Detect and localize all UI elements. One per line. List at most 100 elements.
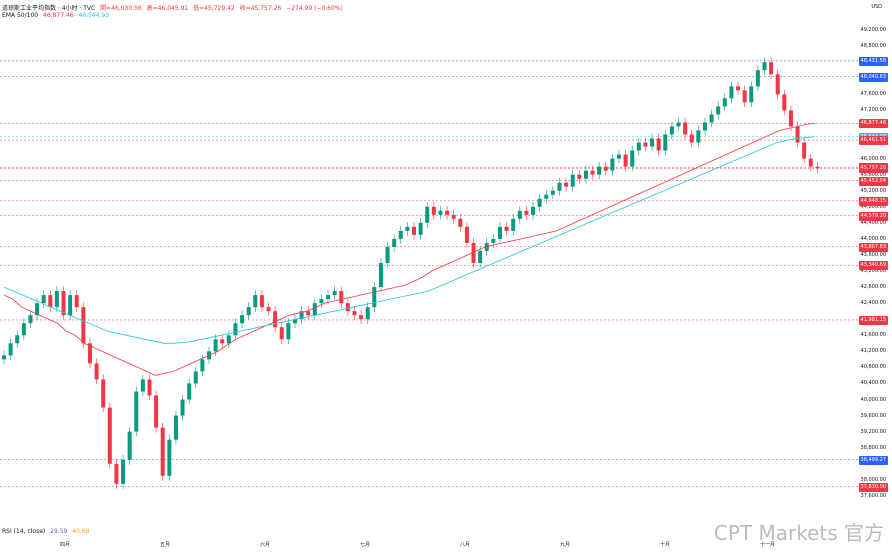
- candle-body: [610, 158, 615, 171]
- x-month-label: 六月: [260, 542, 271, 548]
- y-tick-label: 47,600.00: [860, 91, 886, 98]
- candle-body: [636, 142, 641, 151]
- ohlc-open: 開=46,030.56: [100, 5, 142, 12]
- candle-body: [669, 126, 674, 135]
- ohlc-low: 低=45,729.42: [193, 5, 235, 12]
- candle-body: [167, 439, 172, 476]
- candle-body: [802, 142, 807, 159]
- candle-body: [478, 250, 483, 263]
- candle-body: [187, 383, 192, 400]
- price-line-label: 46,877.46: [858, 119, 888, 129]
- x-month-label: 七月: [360, 542, 371, 548]
- candle-body: [445, 210, 450, 215]
- candle-body: [676, 122, 681, 127]
- price-line-label: 37,830.00: [858, 482, 888, 492]
- y-tick-label: 44,800.00: [860, 203, 886, 210]
- rsi-value-b: 40.68: [72, 528, 90, 535]
- y-tick-label: 40,400.00: [860, 380, 886, 387]
- candle-body: [385, 246, 390, 263]
- candle-body: [504, 226, 509, 231]
- candle-body: [173, 415, 178, 440]
- candle-body: [134, 391, 139, 432]
- candle-body: [623, 154, 628, 167]
- candle-body: [240, 315, 245, 324]
- y-tick-label: 38,800.00: [860, 444, 886, 451]
- candle-body: [61, 291, 66, 316]
- price-line-label: 43,340.69: [858, 261, 888, 271]
- x-month-label: 八月: [460, 542, 471, 548]
- candle-body: [220, 339, 225, 344]
- candle-body: [54, 291, 59, 308]
- candle-body: [742, 90, 747, 103]
- candle-body: [114, 463, 119, 484]
- candle-body: [359, 315, 364, 320]
- candle-body: [689, 134, 694, 143]
- candle-body: [246, 307, 251, 316]
- candle-body: [213, 339, 218, 352]
- candle-body: [140, 379, 145, 392]
- price-change: −274.99 (−0.60%): [286, 5, 343, 12]
- candle-body: [306, 311, 311, 316]
- candle-body: [121, 459, 126, 484]
- price-line-label: 45,452.04: [858, 176, 888, 186]
- candle-body: [48, 295, 53, 308]
- candle-body: [511, 218, 516, 231]
- rsi-legend[interactable]: RSI (14, close) 29.59 40.68: [2, 528, 92, 535]
- candle-body: [35, 303, 40, 316]
- candle-body: [425, 206, 430, 223]
- candle-body: [398, 230, 403, 239]
- candle-body: [603, 166, 608, 171]
- candle-body: [683, 122, 688, 135]
- y-tick-label: 44,400.00: [860, 219, 886, 226]
- price-line-label: 38,499.27: [858, 455, 888, 465]
- price-line-label: 44,948.15: [858, 196, 888, 206]
- y-tick-label: 47,200.00: [860, 107, 886, 114]
- rsi-label: RSI (14, close): [2, 528, 46, 535]
- candle-body: [795, 126, 800, 143]
- candle-body: [200, 359, 205, 372]
- candle-body: [716, 106, 721, 115]
- candle-body: [762, 62, 767, 71]
- x-month-label: 五月: [160, 542, 171, 548]
- currency-label: USD: [871, 4, 882, 10]
- y-tick-label: 42,800.00: [860, 284, 886, 291]
- candle-body: [418, 222, 423, 235]
- watermark: CPT Markets 官方: [713, 521, 884, 545]
- candle-body: [431, 206, 436, 215]
- candle-body: [769, 62, 774, 75]
- candle-body: [729, 86, 734, 99]
- candle-body: [412, 226, 416, 235]
- candle-body: [279, 327, 284, 340]
- candle-body: [577, 174, 582, 179]
- candle-body: [160, 427, 165, 476]
- candle-body: [292, 319, 297, 324]
- ema-legend[interactable]: EMA 50/100 46,877.46 46,544.93: [2, 12, 112, 19]
- ohlc-close: 收=45,757.26: [239, 5, 282, 12]
- candle-body: [709, 114, 714, 123]
- candle-body: [312, 303, 317, 316]
- candle-body: [458, 218, 463, 227]
- ema100-value: 46,544.93: [78, 12, 110, 19]
- x-month-label: 十月: [660, 542, 671, 548]
- candle-body: [451, 214, 456, 219]
- candle-body: [81, 307, 86, 344]
- candle-body: [471, 242, 476, 263]
- y-tick-label: 44,000.00: [860, 235, 886, 242]
- candle-body: [226, 335, 231, 344]
- candle-body: [782, 94, 787, 111]
- candle-body: [154, 395, 159, 428]
- candle-body: [464, 226, 469, 243]
- candle-body: [253, 295, 258, 308]
- candle-body: [352, 311, 357, 316]
- candle-body: [564, 182, 569, 187]
- y-tick-label: 39,600.00: [860, 412, 886, 419]
- candle-body: [808, 158, 813, 167]
- candle-body: [775, 74, 780, 95]
- ema50-value: 46,877.46: [43, 12, 74, 19]
- y-tick-label: 41,200.00: [860, 348, 886, 355]
- candle-body: [8, 343, 13, 356]
- ema50-line: [3, 123, 816, 376]
- symbol-title: 道琼斯工业平均指数 · 4小时 · TVC: [2, 5, 96, 12]
- candle-body: [405, 226, 410, 231]
